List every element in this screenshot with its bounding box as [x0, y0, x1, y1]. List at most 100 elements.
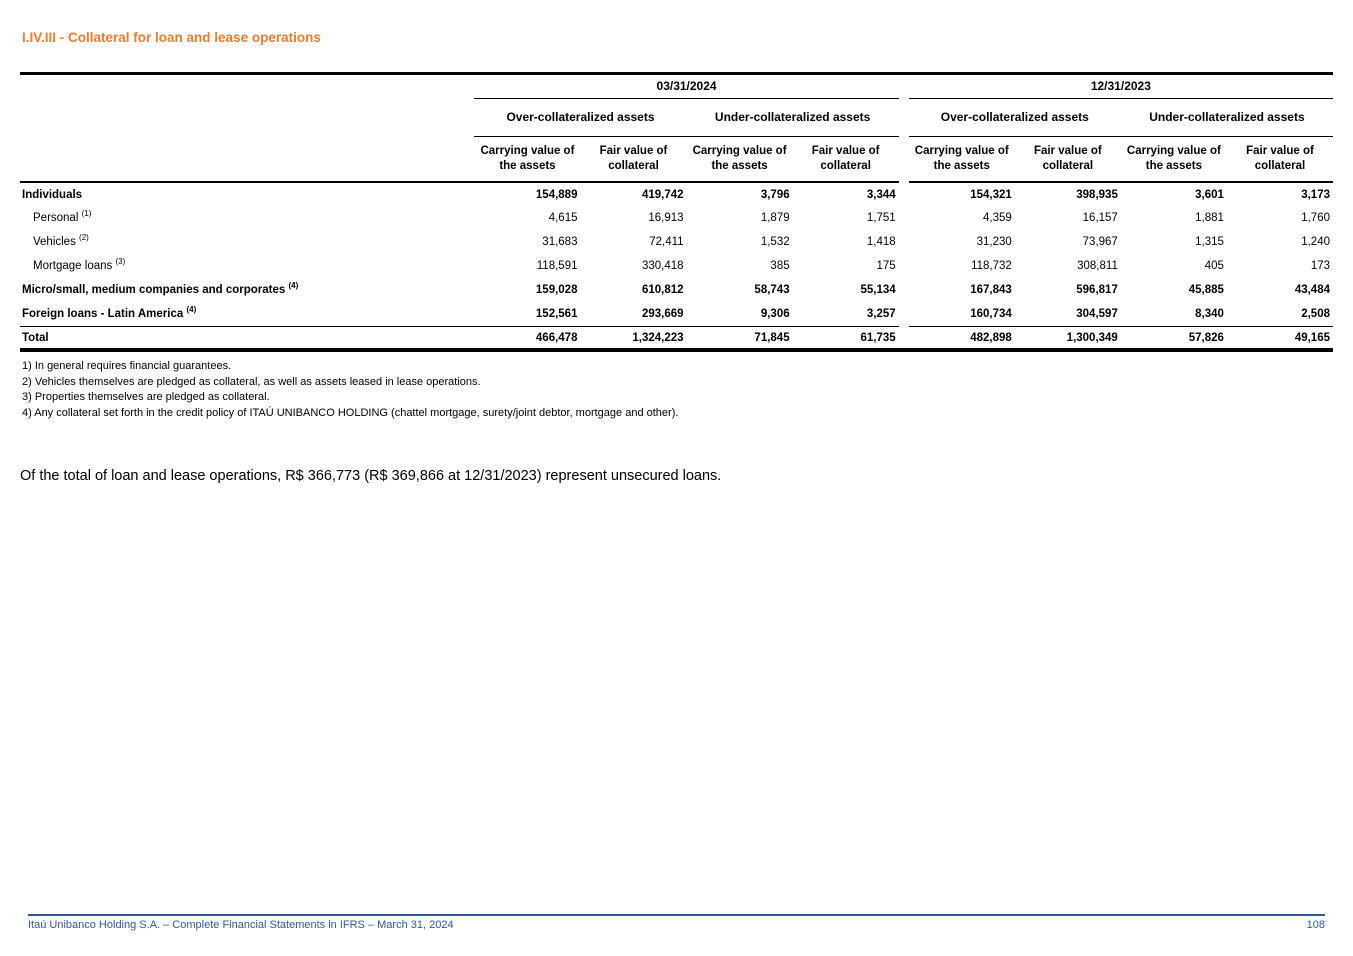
cell-value: 1,760 [1301, 212, 1330, 225]
column-header-carrying: Carrying value of the assets [474, 136, 581, 184]
cell-value: 1,315 [1195, 236, 1224, 249]
cell-value: 45,885 [1188, 284, 1224, 297]
table-row-individuals: Individuals 154,889 419,742 3,796 3,344 … [20, 182, 1333, 206]
cell-value: 118,591 [536, 260, 578, 273]
cell-value: 3,601 [1195, 188, 1224, 201]
cell-value: 55,134 [860, 284, 896, 297]
footnote-marker: (4) [288, 281, 299, 291]
page-footer: Itaú Unibanco Holding S.A. – Complete Fi… [28, 914, 1325, 931]
column-gap [898, 72, 909, 183]
cell-value: 31,230 [976, 236, 1012, 249]
cell-value: 2,508 [1301, 308, 1330, 321]
cell-value: 31,683 [542, 236, 578, 249]
cell-value: 1,240 [1301, 236, 1330, 249]
cell-value: 154,321 [970, 188, 1012, 201]
column-gap [898, 326, 909, 353]
group-header-under-2024: Under-collateralized assets [686, 98, 899, 137]
cell-value: 1,324,223 [580, 325, 687, 353]
cell-value: 385 [770, 260, 790, 273]
cell-value: 167,843 [970, 284, 1012, 297]
cell-value: 152,561 [535, 308, 578, 321]
row-label: Micro/small, medium companies and corpor… [22, 284, 286, 297]
cell-value: 304,597 [1076, 308, 1118, 321]
footnote-marker: (3) [115, 257, 126, 267]
row-label: Foreign loans - Latin America [22, 308, 184, 321]
cell-value: 58,743 [754, 284, 790, 297]
cell-value: 175 [876, 260, 896, 273]
cell-value: 419,742 [641, 188, 684, 201]
column-header-fair: Fair value of collateral [1014, 136, 1121, 184]
cell-value: 466,478 [474, 325, 581, 353]
column-header-fair: Fair value of collateral [1226, 136, 1333, 184]
cell-value: 4,615 [548, 212, 578, 225]
footer-document-title: Itaú Unibanco Holding S.A. – Complete Fi… [28, 919, 454, 931]
label-column-header [20, 72, 475, 184]
cell-value: 61,735 [792, 325, 899, 353]
row-label: Mortgage loans [33, 260, 113, 273]
group-header-over-2024: Over-collateralized assets [474, 98, 687, 137]
table-row-vehicles: Vehicles (2) 31,683 72,411 1,532 1,418 3… [20, 230, 1333, 254]
cell-value: 9,306 [760, 308, 790, 321]
cell-value: 16,157 [1082, 212, 1118, 225]
period-header-2024: 03/31/2024 [474, 72, 899, 99]
cell-value: 173 [1310, 260, 1330, 273]
cell-value: 1,418 [866, 236, 896, 249]
cell-value: 49,165 [1226, 325, 1333, 353]
row-label: Total [22, 331, 49, 344]
table-row-mortgage-loans: Mortgage loans (3) 118,591 330,418 385 1… [20, 254, 1333, 278]
cell-value: 405 [1204, 260, 1224, 273]
cell-value: 154,889 [535, 188, 578, 201]
column-header-carrying: Carrying value of the assets [908, 136, 1015, 184]
cell-value: 293,669 [641, 308, 684, 321]
cell-value: 16,913 [648, 212, 684, 225]
cell-value: 1,300,349 [1014, 325, 1121, 353]
column-header-carrying: Carrying value of the assets [1120, 136, 1227, 184]
cell-value: 1,881 [1195, 212, 1224, 225]
cell-value: 3,173 [1301, 188, 1330, 201]
cell-value: 3,257 [866, 308, 896, 321]
footnote-marker: (4) [186, 305, 197, 315]
row-label: Individuals [22, 188, 83, 201]
table-row-personal: Personal (1) 4,615 16,913 1,879 1,751 4,… [20, 206, 1333, 230]
column-gap [899, 254, 909, 278]
cell-value: 3,796 [760, 188, 790, 201]
cell-value: 72,411 [649, 236, 684, 249]
column-header-row: Carrying value of the assets Fair value … [20, 136, 1333, 184]
page-number: 108 [1306, 919, 1325, 931]
column-header-fair: Fair value of collateral [792, 136, 899, 184]
cell-value: 4,359 [983, 212, 1012, 225]
table-row-micro-small-medium-corporates: Micro/small, medium companies and corpor… [20, 278, 1333, 302]
period-header-row: 03/31/2024 12/31/2023 [20, 72, 1333, 184]
column-gap [899, 182, 909, 206]
footnotes: 1) In general requires financial guarant… [22, 359, 1333, 421]
cell-value: 43,484 [1294, 284, 1330, 297]
document-page: I.IV.III - Collateral for loan and lease… [20, 30, 1333, 484]
cell-value: 118,732 [971, 260, 1012, 273]
table-row-foreign-loans-latin-america: Foreign loans - Latin America (4) 152,56… [20, 302, 1333, 326]
group-header-under-2023: Under-collateralized assets [1120, 98, 1333, 137]
column-gap [899, 230, 909, 254]
column-header-carrying: Carrying value of the assets [686, 136, 793, 184]
cell-value: 398,935 [1076, 188, 1118, 201]
cell-value: 330,418 [641, 260, 684, 273]
row-label: Personal [33, 212, 79, 225]
table-row-total: Total 466,478 1,324,223 71,845 61,735 48… [20, 325, 1333, 353]
column-header-fair: Fair value of collateral [580, 136, 687, 184]
cell-value: 610,812 [641, 284, 684, 297]
footnote-3: 3) Properties themselves are pledged as … [22, 391, 270, 404]
section-title: I.IV.III - Collateral for loan and lease… [22, 30, 321, 45]
collateral-table: 03/31/2024 12/31/2023 Over-collateralize… [20, 72, 1333, 353]
footnote-2: 2) Vehicles themselves are pledged as co… [22, 375, 481, 388]
footnote-marker: (2) [79, 233, 89, 243]
period-header-2023: 12/31/2023 [908, 72, 1333, 99]
cell-value: 160,734 [970, 308, 1012, 321]
cell-value: 1,751 [866, 212, 896, 225]
footnote-4: 4) Any collateral set forth in the credi… [22, 406, 679, 419]
cell-value: 596,817 [1076, 284, 1118, 297]
cell-value: 308,811 [1077, 260, 1118, 273]
cell-value: 1,532 [760, 236, 790, 249]
cell-value: 482,898 [908, 325, 1015, 353]
group-header-row: Over-collateralized assets Under-collate… [20, 98, 1333, 137]
column-gap [899, 206, 909, 230]
cell-value: 1,879 [760, 212, 790, 225]
